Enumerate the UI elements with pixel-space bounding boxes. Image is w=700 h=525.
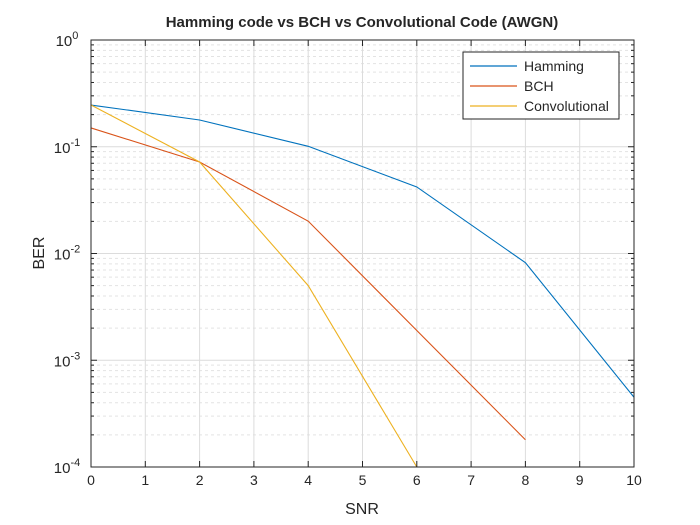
y-tick-label: 10-1 xyxy=(54,137,80,157)
y-axis-label: BER xyxy=(31,237,48,270)
grid xyxy=(91,39,634,468)
y-tick-label: 10-3 xyxy=(54,350,80,370)
x-tick-label: 0 xyxy=(87,472,95,488)
y-tick-label: 10-4 xyxy=(54,457,80,477)
series-line-convolutional xyxy=(90,104,418,468)
series-line-hamming xyxy=(90,104,635,398)
legend-entry: BCH xyxy=(524,78,554,94)
y-tick-label: 10-2 xyxy=(54,244,80,264)
x-tick-label: 1 xyxy=(141,472,149,488)
series-lines xyxy=(90,104,635,468)
x-tick-label: 7 xyxy=(467,472,475,488)
legend-entry: Hamming xyxy=(524,58,584,74)
chart-title: Hamming code vs BCH vs Convolutional Cod… xyxy=(166,14,559,31)
x-tick-label: 3 xyxy=(250,472,258,488)
y-tick-label: 100 xyxy=(56,30,79,50)
x-axis-label: SNR xyxy=(345,501,379,518)
x-tick-label: 9 xyxy=(576,472,584,488)
legend-entry: Convolutional xyxy=(524,98,609,114)
ticks: 100 10-1 10-2 10-3 10-4 0 1 2 3 4 5 6 7 8 9 10 xyxy=(54,30,642,488)
x-tick-label: 10 xyxy=(626,472,642,488)
x-tick-label: 8 xyxy=(522,472,530,488)
x-tick-label: 4 xyxy=(304,472,312,488)
x-tick-label: 5 xyxy=(359,472,367,488)
x-tick-label: 6 xyxy=(413,472,421,488)
x-tick-label: 2 xyxy=(196,472,204,488)
legend: Hamming BCH Convolutional xyxy=(462,51,620,120)
